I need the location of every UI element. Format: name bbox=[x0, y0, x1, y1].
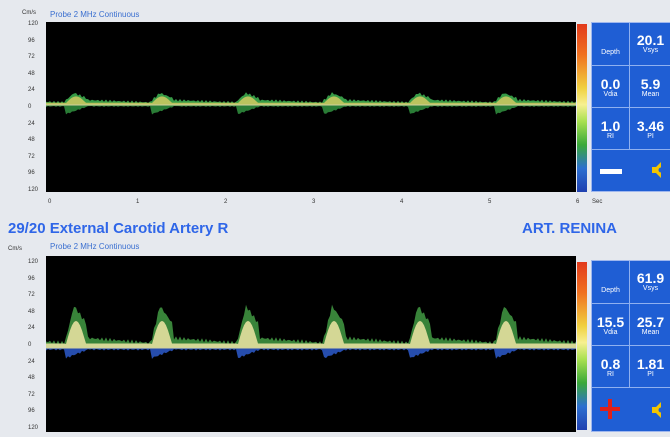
top-y-unit: Cm/s bbox=[22, 10, 36, 16]
top-vdia-value: 0.0 bbox=[600, 76, 621, 92]
bottom-vsys-cell: 61.9 Vsys bbox=[630, 271, 670, 293]
bottom-y-tick: 24 bbox=[28, 325, 35, 332]
bottom-y-tick: 48 bbox=[28, 375, 35, 382]
reverse-flow-envelope bbox=[46, 348, 576, 359]
bottom-spectrum-waveform bbox=[46, 304, 576, 359]
top-y-tick: 96 bbox=[28, 37, 35, 44]
bottom-speaker-icon[interactable] bbox=[650, 401, 666, 419]
top-y-tick: 72 bbox=[28, 153, 35, 160]
top-vsys-cell: 20.1 Vsys bbox=[630, 33, 670, 55]
top-x-tick: 3 bbox=[312, 199, 316, 205]
top-y-tick: 24 bbox=[28, 87, 35, 94]
top-mean-value: 5.9 bbox=[640, 76, 661, 92]
top-depth-cell: Depth bbox=[592, 49, 629, 57]
top-y-tick: 48 bbox=[28, 137, 35, 144]
bottom-pi-label: PI bbox=[647, 371, 654, 378]
bottom-ri-value: 0.8 bbox=[600, 356, 621, 372]
vessel-heading-right: ART. RENINA bbox=[522, 220, 618, 237]
bottom-readout-panel: Depth 61.9 Vsys 15.5 Vdia 25.7 Mean 0.8 … bbox=[591, 260, 670, 432]
bottom-panel-title: Probe 2 MHz Continuous bbox=[50, 242, 140, 251]
bottom-readout-divider-h2 bbox=[592, 345, 670, 346]
bottom-y-tick: 24 bbox=[28, 358, 35, 365]
top-panel-title: Probe 2 MHz Continuous bbox=[50, 10, 140, 19]
top-readout-divider-h3 bbox=[592, 149, 670, 150]
bottom-vdia-cell: 15.5 Vdia bbox=[592, 315, 629, 337]
spectrum-core bbox=[46, 320, 576, 348]
bottom-ri-label: RI bbox=[607, 371, 614, 378]
bottom-y-tick: 96 bbox=[28, 275, 35, 282]
bottom-y-tick: 120 bbox=[28, 425, 39, 431]
bottom-pi-value: 1.81 bbox=[636, 356, 665, 372]
top-y-tick: 24 bbox=[28, 120, 35, 127]
top-x-tick: 5 bbox=[488, 199, 492, 205]
bottom-y-tick: 48 bbox=[28, 308, 35, 315]
top-pi-cell: 3.46 PI bbox=[630, 119, 670, 141]
bottom-doppler-spectrum[interactable] bbox=[46, 256, 576, 432]
top-y-tick: 96 bbox=[28, 170, 35, 177]
top-x-tick: 2 bbox=[224, 199, 228, 205]
forward-flow-envelope bbox=[46, 92, 576, 105]
bottom-y-tick: 72 bbox=[28, 391, 35, 398]
plus-icon[interactable] bbox=[600, 399, 620, 419]
top-mean-label: Mean bbox=[641, 91, 660, 98]
top-ri-label: RI bbox=[607, 133, 614, 140]
top-y-tick: 120 bbox=[28, 21, 39, 27]
bottom-vsys-label: Vsys bbox=[642, 285, 659, 292]
bottom-y-unit: Cm/s bbox=[8, 246, 22, 252]
spectrum-core bbox=[46, 96, 576, 105]
top-spectrum-waveform bbox=[46, 92, 576, 115]
bottom-y-tick: 0 bbox=[28, 342, 32, 348]
bottom-y-tick: 120 bbox=[28, 259, 39, 265]
top-readout-divider-h2 bbox=[592, 107, 670, 108]
top-mean-cell: 5.9 Mean bbox=[630, 77, 670, 99]
top-readout-panel: Depth 20.1 Vsys 0.0 Vdia 5.9 Mean 1.0 RI… bbox=[591, 22, 670, 192]
bottom-readout-divider-v bbox=[629, 261, 630, 387]
top-y-tick: 72 bbox=[28, 54, 35, 61]
vessel-heading: 29/20 External Carotid Artery R bbox=[8, 220, 229, 237]
bottom-depth-cell: Depth bbox=[592, 287, 629, 295]
top-x-tick: 6 bbox=[576, 199, 580, 205]
bottom-y-tick: 72 bbox=[28, 292, 35, 299]
top-color-scale-bar bbox=[577, 24, 587, 192]
bottom-vdia-value: 15.5 bbox=[596, 314, 625, 330]
top-vdia-label: Vdia bbox=[603, 91, 618, 98]
speaker-icon[interactable] bbox=[650, 161, 666, 179]
bottom-readout-divider-h3 bbox=[592, 387, 670, 388]
bottom-color-scale-bar bbox=[577, 262, 587, 430]
top-depth-label: Depth bbox=[601, 49, 620, 56]
top-x-tick: 1 bbox=[136, 199, 140, 205]
top-x-unit: Sec bbox=[592, 199, 603, 205]
top-x-tick: 0 bbox=[48, 199, 52, 205]
top-readout-divider-v bbox=[629, 23, 630, 149]
top-vdia-cell: 0.0 Vdia bbox=[592, 77, 629, 99]
top-x-tick: 4 bbox=[400, 199, 404, 205]
bottom-readout-divider-h1 bbox=[592, 303, 670, 304]
bottom-y-tick: 96 bbox=[28, 408, 35, 415]
top-pi-label: PI bbox=[647, 133, 654, 140]
top-y-tick: 0 bbox=[28, 104, 32, 110]
bottom-depth-label: Depth bbox=[601, 287, 620, 294]
bottom-depth-value: 61.9 bbox=[636, 270, 665, 286]
bottom-ri-cell: 0.8 RI bbox=[592, 357, 629, 379]
bottom-vdia-label: Vdia bbox=[603, 329, 618, 336]
reverse-flow-envelope bbox=[46, 105, 576, 115]
bottom-mean-cell: 25.7 Mean bbox=[630, 315, 670, 337]
top-y-tick: 48 bbox=[28, 70, 35, 77]
bottom-mean-label: Mean bbox=[641, 329, 660, 336]
forward-flow-envelope bbox=[46, 304, 576, 348]
top-y-tick: 120 bbox=[28, 187, 39, 193]
minus-icon[interactable] bbox=[600, 169, 622, 174]
top-vsys-label: Vsys bbox=[642, 47, 659, 54]
top-doppler-spectrum[interactable] bbox=[46, 22, 576, 192]
bottom-pi-cell: 1.81 PI bbox=[630, 357, 670, 379]
bottom-mean-value: 25.7 bbox=[636, 314, 665, 330]
top-readout-divider-h1 bbox=[592, 65, 670, 66]
top-ri-cell: 1.0 RI bbox=[592, 119, 629, 141]
top-depth-value: 20.1 bbox=[636, 32, 665, 48]
top-pi-value: 3.46 bbox=[636, 118, 665, 134]
top-ri-value: 1.0 bbox=[600, 118, 621, 134]
